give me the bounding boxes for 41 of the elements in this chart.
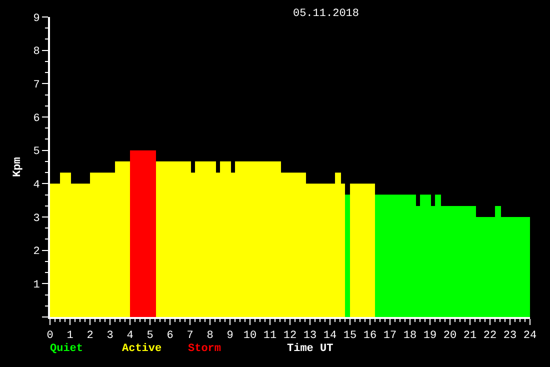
x-tick-label: 12 bbox=[283, 330, 297, 342]
x-tick-label: 14 bbox=[323, 330, 337, 342]
x-tick-label: 6 bbox=[166, 330, 174, 342]
x-tick-label: 17 bbox=[383, 330, 397, 342]
x-tick-label: 21 bbox=[463, 330, 477, 342]
x-axis-title: Time UT bbox=[287, 343, 334, 355]
x-tick-label: 16 bbox=[363, 330, 377, 342]
y-tick-label: 3 bbox=[33, 212, 40, 225]
x-tick-label: 11 bbox=[263, 330, 277, 342]
x-tick-label: 18 bbox=[403, 330, 417, 342]
x-tick-label: 24 bbox=[523, 330, 537, 342]
x-tick-label: 8 bbox=[206, 330, 214, 342]
y-tick-label: 1 bbox=[33, 280, 40, 292]
x-tick-label: 20 bbox=[443, 330, 457, 342]
y-tick-label: 7 bbox=[33, 80, 40, 92]
x-tick-label: 7 bbox=[186, 330, 194, 342]
y-tick-label: 4 bbox=[33, 180, 40, 192]
x-tick-label: 4 bbox=[126, 330, 134, 342]
x-tick-label: 9 bbox=[226, 330, 234, 342]
x-tick-label: 2 bbox=[86, 330, 94, 342]
x-tick-label: 13 bbox=[303, 330, 317, 342]
y-tick-label: 5 bbox=[33, 146, 40, 158]
y-axis-title: Kpm bbox=[12, 156, 24, 177]
chart-title: 05.11.2018 bbox=[292, 8, 360, 20]
text: Active bbox=[122, 343, 162, 355]
y-tick-label: 9 bbox=[33, 12, 40, 25]
text: Storm bbox=[188, 343, 222, 355]
x-tick-label: 0 bbox=[46, 330, 54, 342]
x-tick-label: 15 bbox=[343, 330, 357, 342]
text: Quiet bbox=[50, 343, 84, 355]
y-tick-label: 2 bbox=[33, 246, 40, 258]
x-tick-label: 1 bbox=[66, 330, 74, 342]
y-tick-label: 8 bbox=[33, 46, 40, 58]
x-tick-label: 22 bbox=[483, 330, 497, 342]
x-tick-label: 19 bbox=[423, 330, 437, 342]
y-tick-label: 6 bbox=[33, 112, 40, 125]
x-tick-label: 10 bbox=[243, 330, 257, 342]
bar bbox=[130, 150, 156, 317]
x-tick-label: 5 bbox=[146, 330, 154, 342]
x-tick-label: 3 bbox=[106, 330, 114, 342]
x-tick-label: 23 bbox=[503, 330, 517, 342]
